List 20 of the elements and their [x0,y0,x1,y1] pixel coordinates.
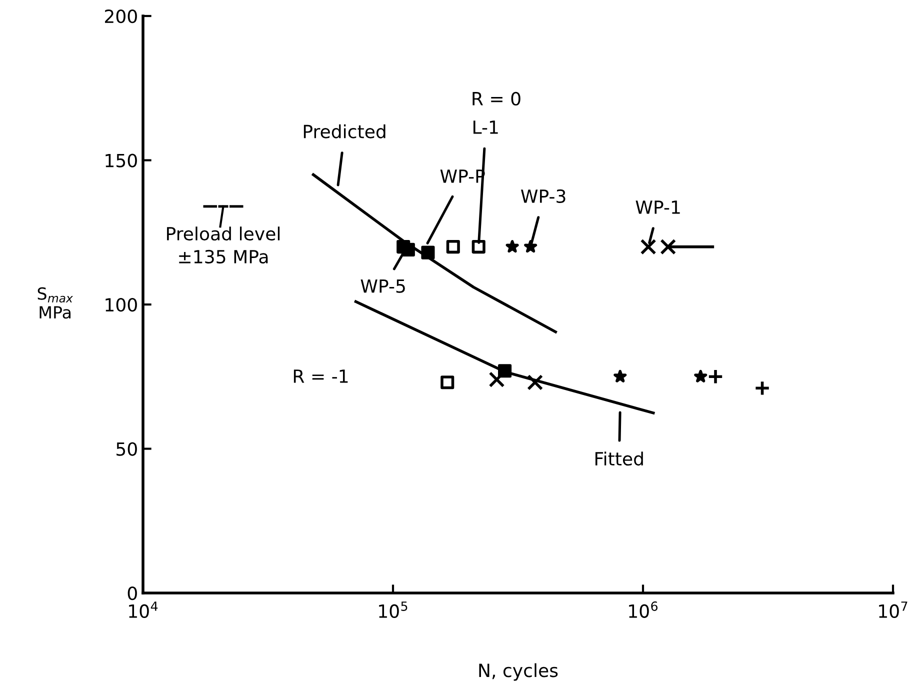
annotation: WP-5 [360,280,405,293]
y-tick-label: 0 [128,586,137,600]
x-axis-title: N, cycles [479,663,558,681]
annotation: R = -1 [294,370,348,383]
x-tick-label: 10$^{4}$ [129,602,158,618]
annotation: WP-3 [520,189,566,204]
y-axis-title: S$_{max}$ MPa [38,287,73,319]
annotation: WP-1 [636,200,680,214]
x-tick-label: 10$^{6}$ [629,601,658,618]
y-tick-label: 50 [116,442,137,456]
annotation: Predicted [304,124,386,138]
annotation: R = 0 [472,92,520,106]
annotation: L-1 [474,120,498,134]
x-tick-label: 10$^{5}$ [379,602,408,618]
annotation: Preload level ±135 MPa [167,226,280,264]
x-tick-label: 10$^{7}$ [879,602,908,618]
annotation: Fitted [595,452,643,466]
y-tick-label: 200 [105,9,137,24]
y-tick-label: 100 [106,298,137,312]
y-tick-label: 150 [106,154,137,168]
